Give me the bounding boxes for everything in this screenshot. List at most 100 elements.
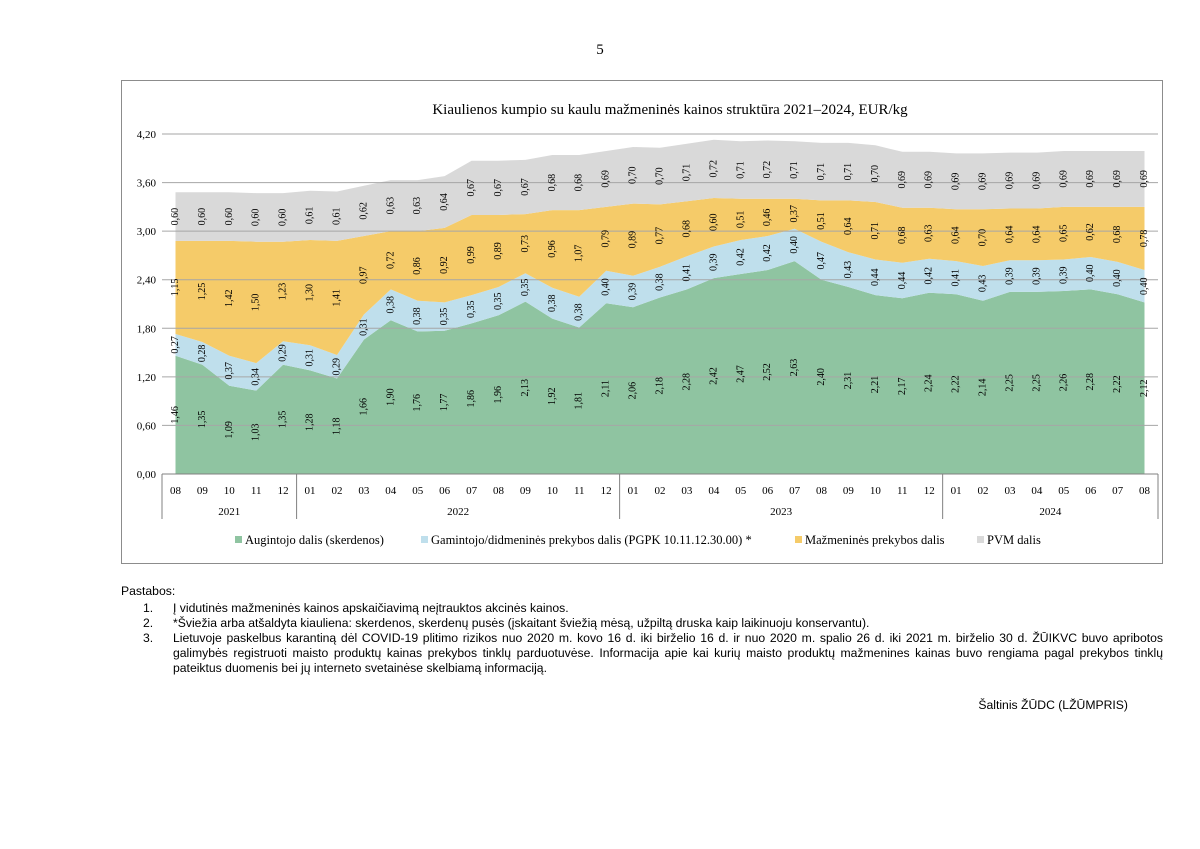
data-label: 0,43 [978,275,989,293]
data-label: 2,63 [789,359,800,377]
data-label: 0,60 [251,209,262,227]
x-tick-label: 11 [897,485,908,497]
y-tick-label: 1,80 [137,323,157,335]
x-tick-label: 06 [762,485,774,497]
data-label: 0,69 [1004,172,1015,190]
data-label: 1,76 [412,394,423,412]
data-label: 0,92 [439,256,450,274]
data-label: 0,40 [1139,277,1150,295]
data-label: 0,64 [843,218,854,236]
data-label: 0,60 [278,209,289,227]
x-tick-label: 03 [1004,485,1016,497]
data-label: 0,41 [951,269,962,287]
data-label: 0,71 [789,161,800,179]
data-label: 2,22 [951,375,962,393]
y-tick-label: 0,00 [137,469,157,481]
x-tick-label: 01 [305,485,316,497]
data-label: 0,60 [197,208,208,226]
data-label: 0,62 [1085,223,1096,241]
x-tick-label: 05 [412,485,424,497]
data-label: 0,77 [655,227,666,245]
data-label: 0,79 [601,230,612,248]
x-tick-label: 08 [170,485,182,497]
legend-label: Gamintojo/didmeninės prekybos dalis (PGP… [431,533,752,547]
data-label: 1,81 [574,392,585,410]
data-label: 1,18 [332,417,343,435]
data-label: 0,67 [493,179,504,197]
data-label: 0,63 [412,197,423,215]
data-label: 1,09 [224,421,235,439]
data-label: 2,12 [1139,379,1150,397]
note-item: 2. *Šviežia arba atšaldyta kiauliena: ske… [121,616,1163,631]
chart-title: Kiaulienos kumpio su kaulu mažmeninės ka… [432,102,908,118]
data-label: 0,69 [951,173,962,191]
x-tick-label: 08 [816,485,828,497]
data-label: 0,35 [520,279,531,297]
x-tick-label: 06 [1085,485,1097,497]
x-tick-label: 05 [735,485,747,497]
data-label: 1,50 [251,294,262,312]
data-label: 1,66 [358,398,369,416]
data-label: 0,64 [1031,226,1042,244]
x-tick-label: 08 [1139,485,1151,497]
data-label: 2,11 [601,380,612,397]
data-label: 2,14 [978,379,989,397]
data-label: 0,27 [170,336,181,354]
x-tick-label: 12 [278,485,289,497]
data-label: 0,69 [1031,172,1042,190]
data-label: 0,68 [897,226,908,244]
data-label: 0,31 [358,318,369,336]
notes-section: Pastabos: 1. Į vidutinės mažmeninės kaino… [121,584,1163,676]
data-label: 0,37 [789,205,800,223]
data-label: 2,31 [843,372,854,390]
data-label: 0,97 [358,267,369,285]
x-tick-label: 10 [224,485,236,497]
data-label: 2,25 [1004,374,1015,392]
data-label: 1,23 [278,283,289,301]
data-label: 1,96 [493,386,504,404]
note-number: 1. [143,601,154,615]
data-label: 0,64 [439,193,450,211]
x-tick-label: 07 [789,485,801,497]
data-label: 2,18 [655,377,666,395]
data-label: 0,96 [547,240,558,258]
data-label: 0,89 [493,242,504,260]
data-label: 0,68 [574,174,585,192]
data-label: 0,72 [385,252,396,269]
stacked-area-chart: Kiaulienos kumpio su kaulu mažmeninės ka… [137,102,1159,547]
x-tick-label: 01 [628,485,639,497]
x-tick-label: 02 [655,485,666,497]
year-label: 2021 [218,506,240,518]
note-item: 3. Lietuvoje paskelbus karantiną dėl COVI… [121,631,1163,676]
data-label: 0,67 [466,179,477,197]
data-label: 0,39 [1031,267,1042,285]
data-label: 1,07 [574,245,585,263]
data-label: 0,72 [708,160,719,178]
legend-label: Augintojo dalis (skerdenos) [245,533,384,547]
y-tick-label: 3,60 [137,178,157,190]
x-tick-label: 09 [520,485,532,497]
data-label: 0,38 [574,303,585,321]
data-label: 0,69 [924,171,935,189]
series-area-2 [175,198,1145,364]
legend-label: PVM dalis [987,533,1041,547]
data-label: 0,64 [951,226,962,244]
y-tick-label: 3,00 [137,226,157,238]
data-label: 1,90 [385,388,396,406]
data-label: 0,68 [681,220,692,238]
data-label: 0,64 [1004,226,1015,244]
data-label: 0,99 [466,246,477,264]
x-tick-label: 04 [1031,485,1043,497]
data-label: 0,44 [870,269,881,287]
data-label: 0,86 [412,257,423,275]
note-text: Lietuvoje paskelbus karantiną dėl COVID-… [173,631,1163,675]
data-label: 0,69 [978,173,989,191]
series-area-1 [175,228,1145,391]
data-label: 2,22 [1112,375,1123,393]
y-tick-label: 4,20 [137,129,157,141]
data-label: 2,40 [816,368,827,386]
data-label: 0,39 [628,283,639,301]
data-label: 0,69 [1139,170,1150,188]
notes-title: Pastabos: [121,584,176,598]
data-label: 0,65 [1058,224,1069,242]
